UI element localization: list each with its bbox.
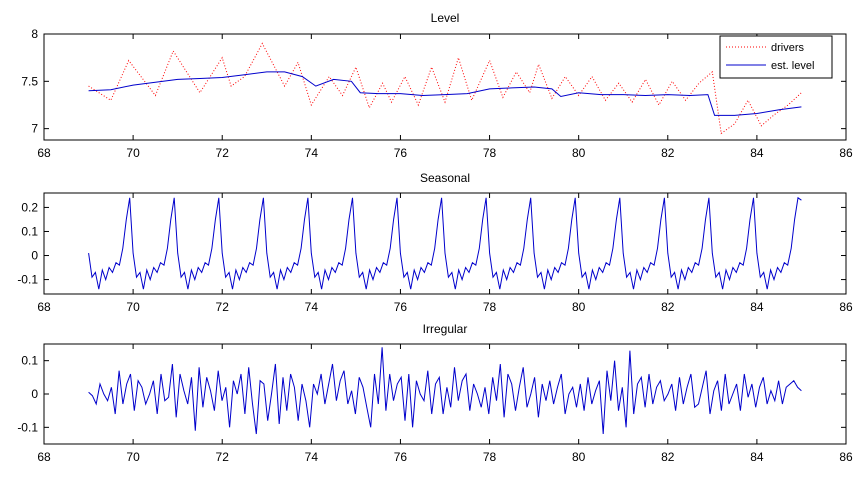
seasonal-series-line — [88, 196, 802, 290]
level-x-tick-label: 76 — [394, 146, 408, 160]
level-x-tick-label: 80 — [572, 146, 586, 160]
seasonal-x-tick-label: 82 — [661, 300, 675, 314]
level-series — [88, 42, 802, 135]
seasonal-x-tick-label: 84 — [750, 300, 764, 314]
irregular-x-tick-label: 82 — [661, 450, 675, 464]
irregular-x-tick-label: 84 — [750, 450, 764, 464]
level-y-tick-label: 7 — [31, 122, 38, 136]
legend-est-level-label: est. level — [771, 60, 814, 72]
level-y-tick-label: 8 — [31, 27, 38, 41]
legend-box — [719, 35, 833, 79]
irregular-x-tick-label: 68 — [37, 450, 51, 464]
irregular-x-tick-label: 78 — [483, 450, 497, 464]
panel-level: Level 68 70 72 74 76 78 80 82 84 86 77.58 drivers… — [21, 11, 853, 160]
irregular-x-tick-label: 80 — [572, 450, 586, 464]
seasonal-x-tick-label: 76 — [394, 300, 408, 314]
level-x-tick-label: 74 — [305, 146, 319, 160]
level-drivers-line — [88, 42, 802, 135]
level-x-tick-label: 86 — [839, 146, 853, 160]
irregular-x-tick-label: 74 — [305, 450, 319, 464]
seasonal-plot-area — [43, 192, 847, 295]
seasonal-x-tick-label: 86 — [839, 300, 853, 314]
irregular-plot-area — [43, 343, 847, 445]
level-y-tick-label: 7.5 — [21, 74, 38, 88]
seasonal-x-tick-label: 74 — [305, 300, 319, 314]
seasonal-x-tick-label: 70 — [126, 300, 140, 314]
seasonal-title: Seasonal — [420, 171, 470, 185]
level-x-tick-label: 72 — [216, 146, 230, 160]
irregular-x-tick-label: 70 — [126, 450, 140, 464]
irregular-y-tick-label: 0 — [31, 387, 38, 401]
level-est-level-line — [88, 71, 802, 116]
irregular-x-tick-label: 76 — [394, 450, 408, 464]
level-x-tick-label: 68 — [37, 146, 51, 160]
irregular-y-tick-label: -0.1 — [17, 420, 38, 434]
level-y-ticks: 77.58 — [21, 27, 846, 136]
seasonal-x-tick-label: 80 — [572, 300, 586, 314]
irregular-series — [88, 347, 802, 435]
level-x-tick-label: 78 — [483, 146, 497, 160]
irregular-x-tick-label: 72 — [216, 450, 230, 464]
seasonal-y-tick-label: 0.2 — [21, 200, 38, 214]
level-x-tick-label: 84 — [750, 146, 764, 160]
irregular-title: Irregular — [423, 322, 468, 336]
level-legend: drivers est. level — [719, 35, 833, 79]
irregular-x-ticks: 68 70 72 74 76 78 80 82 84 86 — [37, 344, 853, 464]
panel-irregular: Irregular 68 70 72 74 76 78 80 82 84 86 -0.1 0 0.1 — [17, 322, 853, 464]
seasonal-x-tick-label: 78 — [483, 300, 497, 314]
level-x-tick-label: 70 — [126, 146, 140, 160]
seasonal-y-ticks: -0.1 0 0.1 0.2 — [17, 200, 846, 287]
level-title: Level — [431, 11, 460, 25]
seasonal-y-tick-label: 0.1 — [21, 224, 38, 238]
level-x-ticks: 68 70 72 74 76 78 80 82 84 86 — [37, 34, 853, 160]
seasonal-series — [88, 196, 802, 290]
level-plot-area — [43, 33, 847, 141]
irregular-series-line — [88, 347, 802, 435]
seasonal-x-tick-label: 68 — [37, 300, 51, 314]
irregular-x-tick-label: 86 — [839, 450, 853, 464]
panel-seasonal: Seasonal 68 70 72 74 76 78 80 82 84 86 -0.1 0 0.1 0.… — [17, 171, 853, 314]
irregular-y-ticks: -0.1 0 0.1 — [17, 354, 846, 434]
irregular-y-tick-label: 0.1 — [21, 354, 38, 368]
seasonal-x-ticks: 68 70 72 74 76 78 80 82 84 86 — [37, 193, 853, 314]
legend-drivers-label: drivers — [771, 42, 805, 54]
seasonal-y-tick-label: 0 — [31, 249, 38, 263]
seasonal-y-tick-label: -0.1 — [17, 273, 38, 287]
seasonal-x-tick-label: 72 — [216, 300, 230, 314]
level-x-tick-label: 82 — [661, 146, 675, 160]
